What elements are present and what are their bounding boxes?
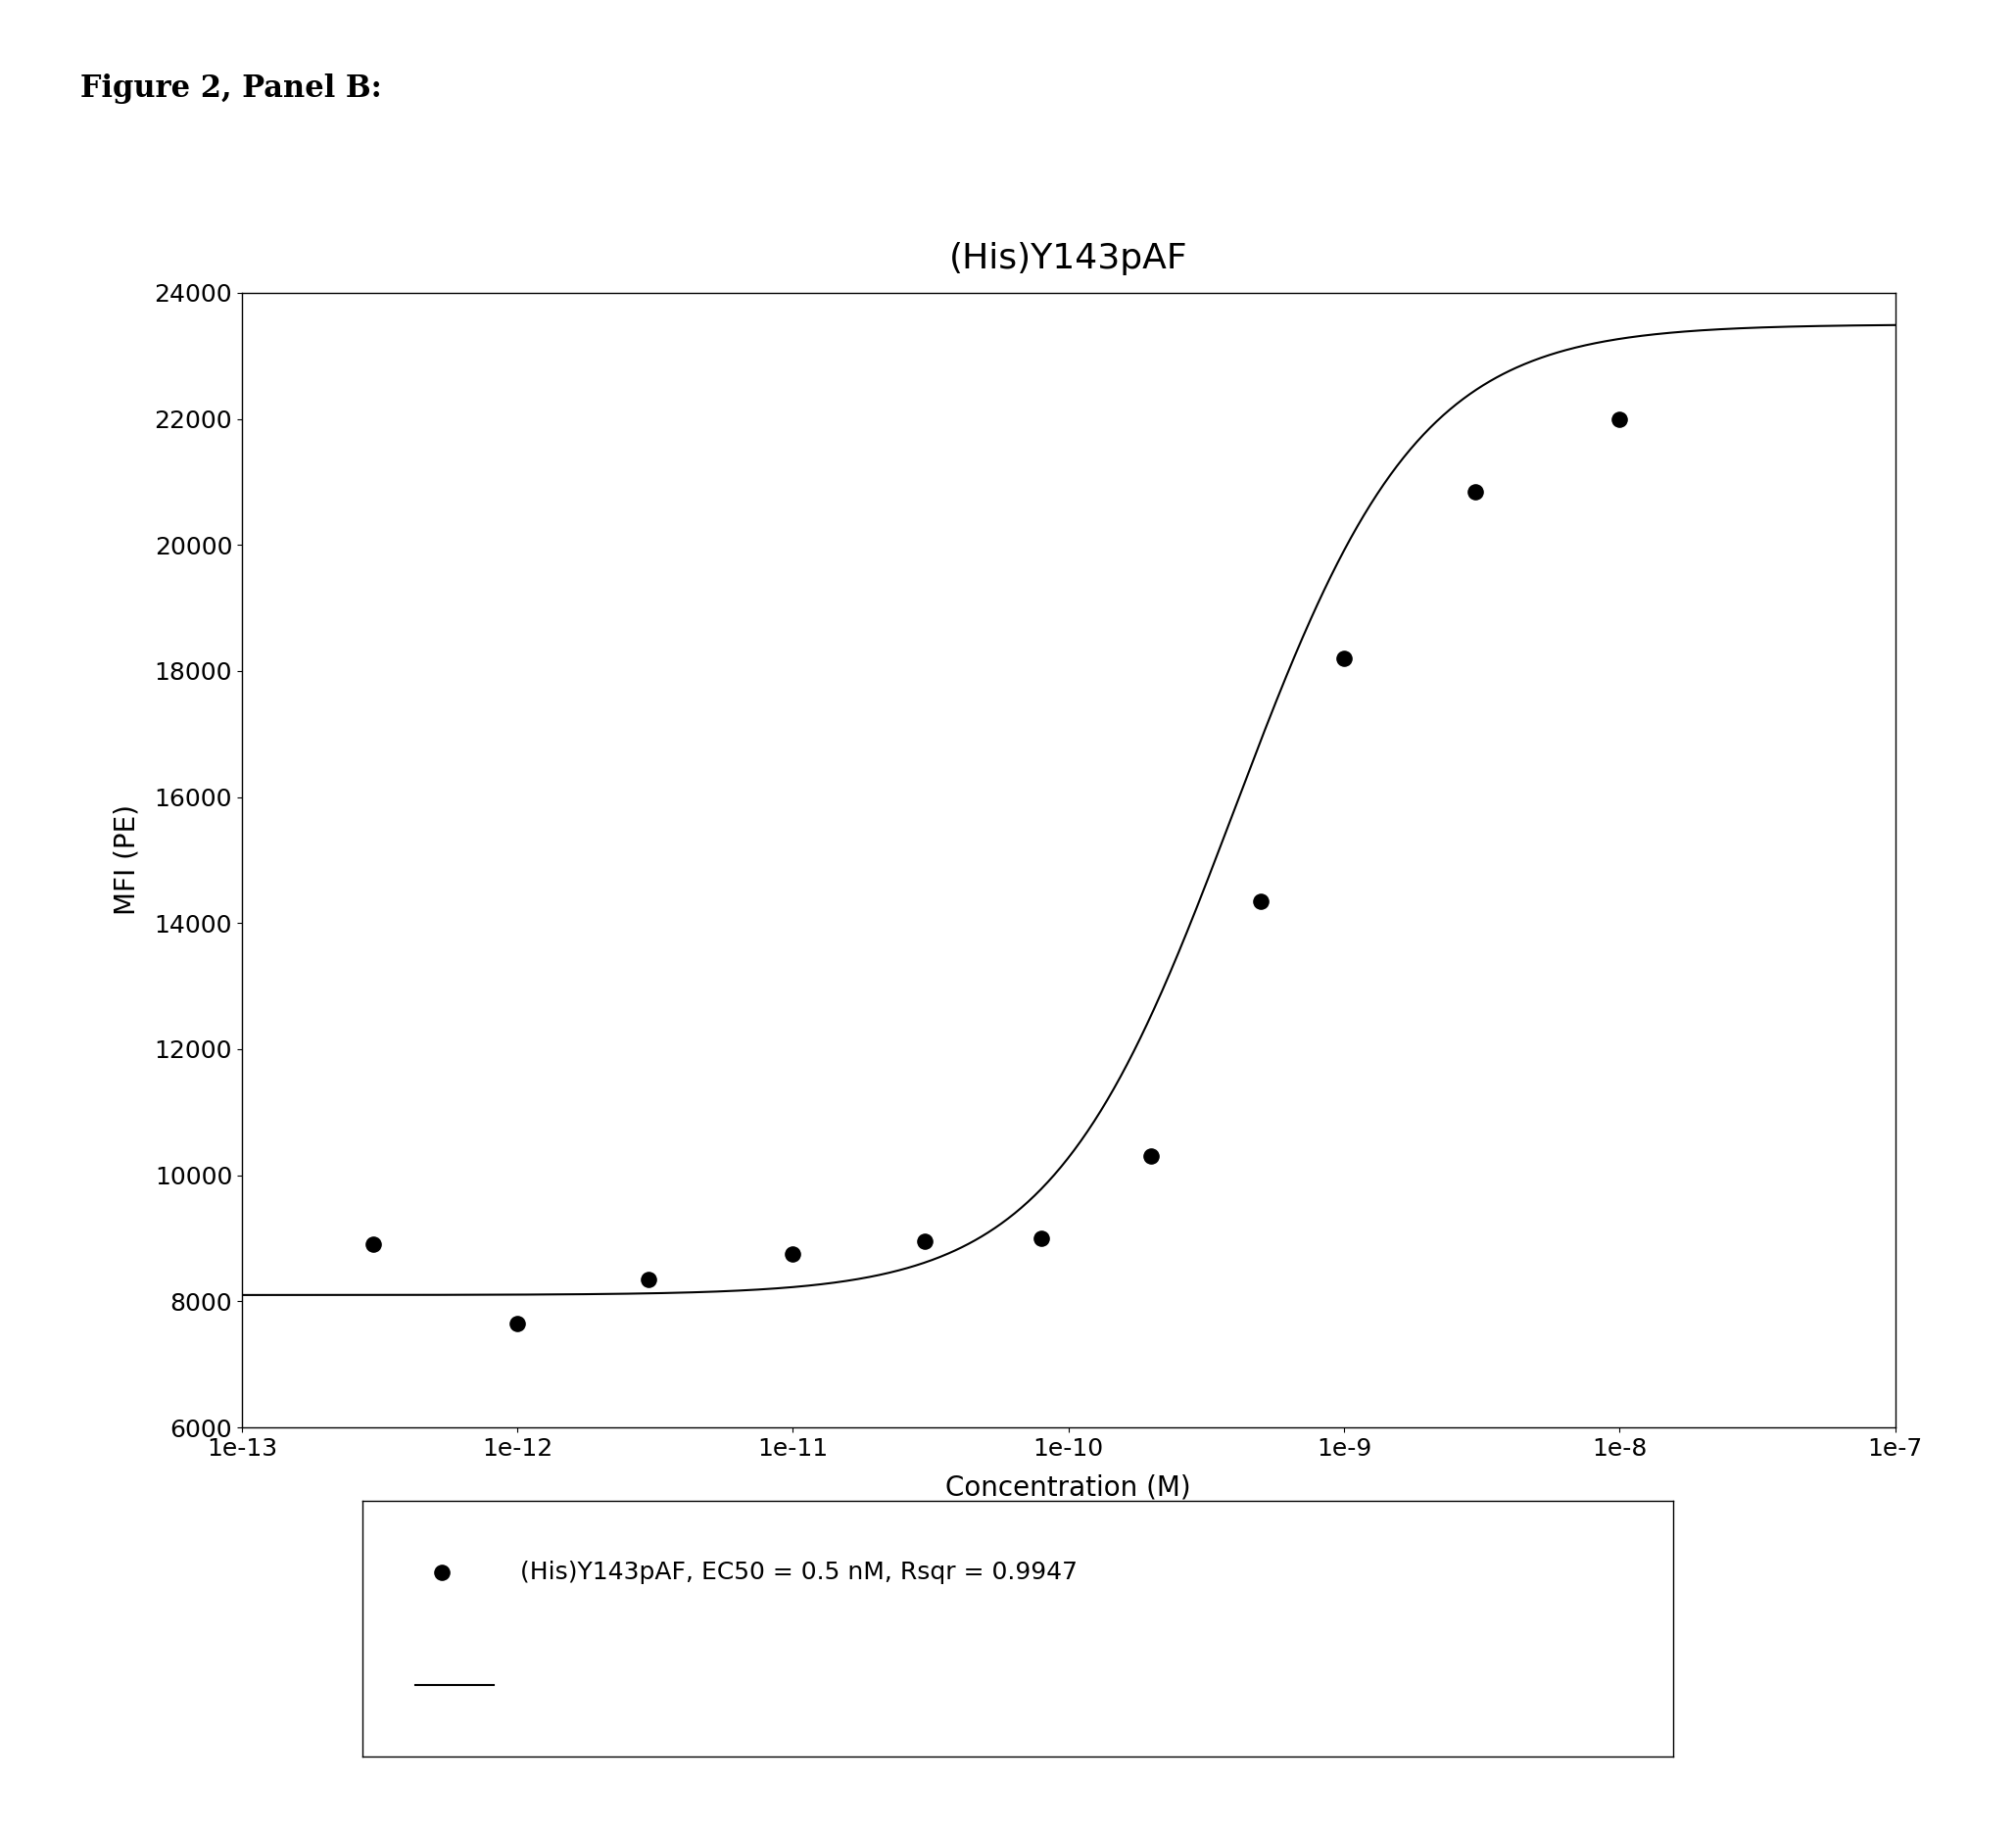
Text: (His)Y143pAF, EC50 = 0.5 nM, Rsqr = 0.9947: (His)Y143pAF, EC50 = 0.5 nM, Rsqr = 0.99… — [520, 1561, 1077, 1585]
Point — [1135, 1142, 1167, 1171]
Point — [776, 1239, 808, 1268]
Text: Figure 2, Panel B:: Figure 2, Panel B: — [81, 73, 383, 104]
Point — [1246, 886, 1278, 915]
Title: (His)Y143pAF: (His)Y143pAF — [950, 242, 1187, 274]
Point — [502, 1308, 534, 1338]
Point — [1460, 476, 1492, 505]
Point — [357, 1230, 389, 1259]
Point — [909, 1226, 941, 1255]
Point — [425, 1557, 458, 1587]
Point — [1329, 644, 1361, 673]
Point — [633, 1265, 665, 1294]
Y-axis label: MFI (PE): MFI (PE) — [113, 805, 141, 915]
X-axis label: Concentration (M): Concentration (M) — [946, 1473, 1191, 1501]
Point — [1603, 404, 1635, 434]
Point — [1026, 1224, 1058, 1254]
